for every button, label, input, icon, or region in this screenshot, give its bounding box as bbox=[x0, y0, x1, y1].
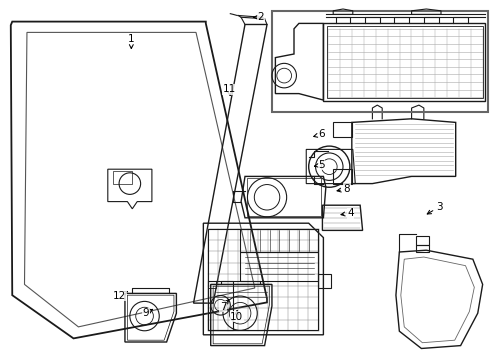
Text: 12: 12 bbox=[113, 291, 127, 301]
Text: 10: 10 bbox=[230, 311, 243, 322]
Text: 4: 4 bbox=[341, 208, 354, 218]
Bar bbox=[272, 11, 488, 112]
Text: 7: 7 bbox=[220, 300, 229, 312]
Text: 9: 9 bbox=[143, 308, 152, 318]
Text: 8: 8 bbox=[337, 184, 350, 194]
Text: 1: 1 bbox=[128, 34, 135, 49]
Text: 3: 3 bbox=[427, 202, 442, 214]
Text: 2: 2 bbox=[254, 12, 264, 22]
Text: 5: 5 bbox=[315, 160, 325, 170]
Text: 6: 6 bbox=[314, 129, 325, 139]
Text: 11: 11 bbox=[222, 84, 236, 95]
